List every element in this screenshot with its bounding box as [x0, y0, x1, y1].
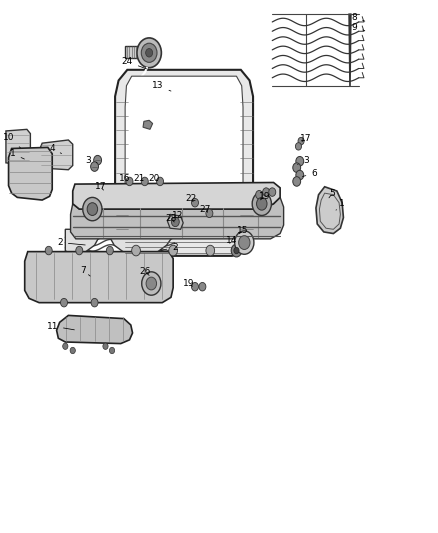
Polygon shape [6, 130, 30, 165]
Circle shape [94, 156, 102, 165]
Circle shape [239, 236, 250, 249]
Circle shape [45, 246, 52, 255]
Text: 1: 1 [10, 149, 25, 159]
Circle shape [63, 343, 68, 350]
Circle shape [83, 197, 102, 221]
Polygon shape [143, 120, 152, 130]
Text: 5: 5 [329, 189, 336, 198]
Polygon shape [125, 46, 138, 58]
Circle shape [296, 157, 304, 166]
Text: 17: 17 [300, 134, 311, 143]
Polygon shape [125, 76, 243, 232]
Circle shape [146, 49, 152, 57]
Circle shape [76, 246, 83, 255]
Circle shape [298, 138, 304, 145]
Circle shape [141, 177, 148, 185]
Circle shape [102, 185, 109, 193]
Circle shape [60, 298, 67, 307]
Circle shape [87, 203, 98, 215]
Circle shape [91, 162, 99, 171]
Polygon shape [316, 187, 343, 233]
Text: 14: 14 [226, 237, 238, 246]
Text: 12: 12 [169, 211, 183, 220]
Circle shape [70, 348, 75, 354]
Circle shape [132, 245, 141, 256]
Text: 26: 26 [139, 268, 151, 276]
Circle shape [106, 246, 113, 255]
Text: 21: 21 [134, 174, 145, 183]
Circle shape [269, 188, 276, 196]
Circle shape [110, 348, 115, 354]
Polygon shape [73, 182, 280, 209]
Circle shape [231, 244, 242, 257]
Circle shape [141, 43, 157, 62]
Text: 9: 9 [351, 23, 365, 32]
Polygon shape [25, 252, 173, 303]
Polygon shape [65, 229, 174, 253]
Text: 2: 2 [161, 244, 178, 253]
Text: 7: 7 [80, 266, 90, 276]
Circle shape [137, 38, 161, 68]
Text: 6: 6 [303, 169, 317, 178]
Text: 28: 28 [165, 214, 177, 223]
Text: 19: 19 [183, 279, 194, 288]
Text: 19: 19 [259, 192, 271, 201]
Circle shape [146, 277, 156, 290]
Circle shape [126, 177, 133, 185]
Circle shape [91, 298, 98, 307]
Circle shape [206, 209, 213, 217]
Text: 3: 3 [297, 156, 309, 165]
Circle shape [257, 197, 267, 210]
Text: 20: 20 [148, 174, 160, 183]
Text: 8: 8 [351, 13, 365, 22]
Circle shape [256, 190, 263, 199]
Circle shape [252, 192, 272, 215]
Text: 15: 15 [237, 226, 249, 235]
Text: 27: 27 [199, 205, 211, 214]
Circle shape [263, 188, 270, 196]
Text: 17: 17 [95, 182, 106, 191]
Polygon shape [153, 204, 171, 223]
Text: 3: 3 [85, 156, 97, 165]
Circle shape [295, 143, 301, 150]
Text: 11: 11 [46, 321, 74, 330]
Circle shape [293, 176, 300, 186]
Text: 16: 16 [120, 174, 131, 183]
Polygon shape [9, 148, 52, 200]
Circle shape [296, 170, 304, 180]
Text: 1: 1 [336, 199, 345, 210]
Circle shape [171, 217, 179, 227]
Text: 10: 10 [3, 133, 21, 148]
Text: 22: 22 [185, 195, 196, 204]
Polygon shape [71, 197, 284, 239]
Polygon shape [57, 316, 133, 344]
Text: 4: 4 [49, 144, 62, 154]
Polygon shape [115, 70, 253, 256]
Circle shape [142, 272, 161, 295]
Circle shape [191, 198, 198, 207]
Circle shape [103, 343, 108, 350]
Circle shape [293, 163, 300, 172]
Circle shape [191, 282, 198, 291]
Circle shape [169, 245, 177, 256]
Polygon shape [40, 140, 73, 169]
Text: 13: 13 [152, 81, 171, 91]
Circle shape [156, 177, 163, 185]
Circle shape [206, 245, 215, 256]
Circle shape [235, 231, 254, 254]
Circle shape [100, 191, 106, 198]
Circle shape [199, 282, 206, 291]
Text: 2: 2 [57, 238, 85, 247]
Circle shape [234, 247, 239, 254]
Polygon shape [167, 214, 183, 229]
Text: 24: 24 [122, 58, 147, 69]
